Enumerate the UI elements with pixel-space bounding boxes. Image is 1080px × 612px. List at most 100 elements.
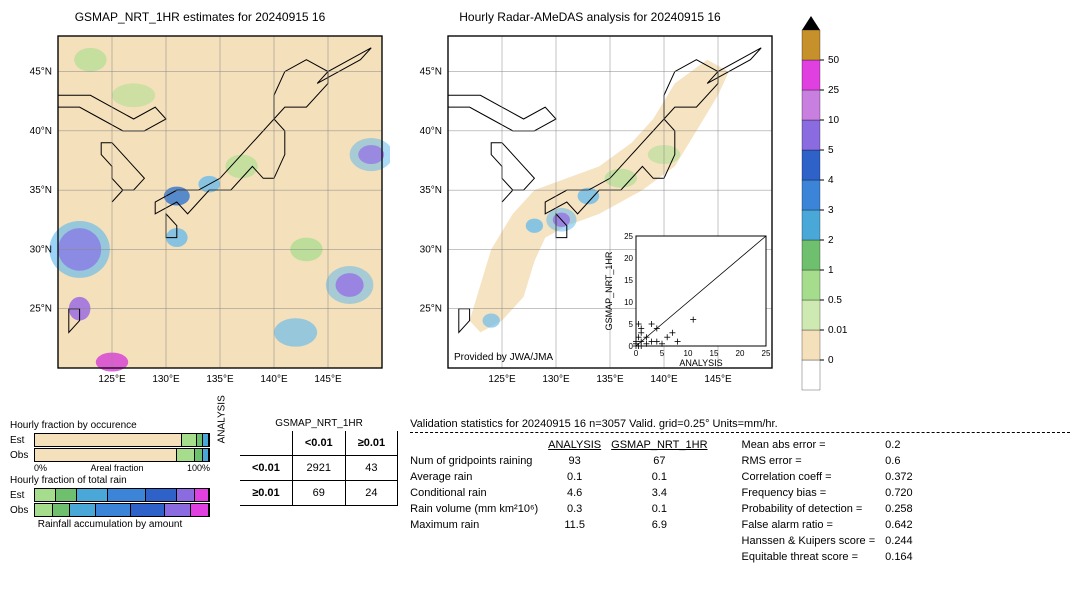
svg-text:45°N: 45°N [30, 67, 52, 78]
stats-value: 0.1 [611, 501, 717, 517]
bar [34, 488, 210, 502]
bar-segment [35, 504, 53, 516]
score-label: Hanssen & Kuipers score = [742, 533, 886, 549]
axis-100: 100% [187, 463, 210, 473]
svg-text:10: 10 [624, 298, 633, 307]
stacked-bars-panel: Hourly fraction by occurence EstObs 0% A… [10, 418, 210, 532]
contingency-panel: GSMAP_NRT_1HR ANALYSIS <0.01≥0.01<0.0129… [222, 418, 398, 506]
bar-row: Obs [10, 503, 210, 517]
stats-title: Validation statistics for 20240915 16 n=… [410, 418, 1070, 433]
bar-segment [35, 449, 177, 461]
svg-text:45°N: 45°N [420, 67, 442, 78]
ct-cell: 69 [292, 481, 345, 506]
bar-segment [35, 434, 182, 446]
bar-segment [108, 489, 146, 501]
score-value: 0.164 [885, 549, 923, 565]
axis-0: 0% [34, 463, 47, 473]
svg-text:35°N: 35°N [30, 185, 52, 196]
bar-segment [165, 504, 191, 516]
stats-value: 93 [548, 453, 611, 469]
scores-table: Mean abs error =0.2RMS error =0.6Correla… [742, 437, 923, 565]
bar-segment [56, 489, 77, 501]
svg-text:25: 25 [624, 232, 633, 241]
ct-cell: 43 [345, 456, 397, 481]
svg-text:140°E: 140°E [650, 374, 678, 385]
bar [34, 433, 210, 447]
sb-axis-1: 0% Areal fraction 100% [34, 463, 210, 473]
svg-text:0.5: 0.5 [828, 295, 842, 306]
stats-value: 0.1 [611, 469, 717, 485]
right-map-panel: Hourly Radar-AMeDAS analysis for 2024091… [400, 10, 780, 410]
svg-text:25°N: 25°N [30, 304, 52, 315]
svg-text:0: 0 [828, 355, 834, 366]
svg-text:130°E: 130°E [152, 374, 180, 385]
score-label: Equitable threat score = [742, 549, 886, 565]
stats-scores-col: Mean abs error =0.2RMS error =0.6Correla… [742, 437, 923, 565]
svg-text:3: 3 [828, 205, 834, 216]
score-value: 0.372 [885, 469, 923, 485]
svg-text:15: 15 [710, 349, 719, 358]
svg-text:2: 2 [828, 235, 834, 246]
svg-text:10: 10 [684, 349, 693, 358]
score-value: 0.258 [885, 501, 923, 517]
svg-text:135°E: 135°E [206, 374, 234, 385]
svg-text:5: 5 [828, 145, 834, 156]
score-label: RMS error = [742, 453, 886, 469]
left-map-title: GSMAP_NRT_1HR estimates for 20240915 16 [10, 10, 390, 24]
score-value: 0.2 [885, 437, 923, 453]
svg-text:125°E: 125°E [98, 374, 126, 385]
bar [34, 448, 210, 462]
bar-segment [191, 504, 209, 516]
svg-text:50: 50 [828, 55, 840, 66]
svg-text:35°N: 35°N [420, 185, 442, 196]
stats-value: 4.6 [548, 485, 611, 501]
bar [34, 503, 210, 517]
bar-row-label: Obs [10, 450, 34, 461]
svg-text:4: 4 [828, 175, 834, 186]
score-label: Frequency bias = [742, 485, 886, 501]
ct-side-label: ANALYSIS [217, 395, 228, 443]
svg-text:25: 25 [828, 85, 840, 96]
svg-text:1: 1 [828, 265, 834, 276]
bar-row: Est [10, 488, 210, 502]
axis-label: Areal fraction [90, 463, 143, 473]
colorbar: 00.010.512345102550 [798, 10, 868, 410]
bar-segment [195, 449, 203, 461]
stats-value: 6.9 [611, 517, 717, 533]
score-label: False alarm ratio = [742, 517, 886, 533]
sb-title-3: Rainfall accumulation by amount [10, 519, 210, 530]
stats-value: 0.3 [548, 501, 611, 517]
svg-text:0: 0 [634, 349, 639, 358]
svg-text:30°N: 30°N [420, 244, 442, 255]
bar-segment [35, 489, 56, 501]
contingency-table: <0.01≥0.01<0.01292143≥0.016924 [240, 431, 398, 506]
svg-text:5: 5 [660, 349, 665, 358]
bar-row: Est [10, 433, 210, 447]
svg-text:40°N: 40°N [420, 126, 442, 137]
stats-col-header: GSMAP_NRT_1HR [611, 437, 717, 453]
ct-cell: 24 [345, 481, 397, 506]
svg-text:Provided by JWA/JMA: Provided by JWA/JMA [454, 352, 553, 363]
sb-title-2: Hourly fraction of total rain [10, 475, 210, 486]
svg-text:GSMAP_NRT_1HR: GSMAP_NRT_1HR [604, 251, 614, 330]
svg-text:0.01: 0.01 [828, 325, 848, 336]
stats-value: 3.4 [611, 485, 717, 501]
bar-segment [203, 449, 209, 461]
stats-value: 67 [611, 453, 717, 469]
stats-row-label: Num of gridpoints raining [410, 453, 548, 469]
bar-segment [96, 504, 130, 516]
bar-row-label: Est [10, 435, 34, 446]
stats-table-col: ANALYSISGSMAP_NRT_1HRNum of gridpoints r… [410, 437, 717, 565]
bar-segment [131, 504, 165, 516]
bar-segment [146, 489, 177, 501]
score-label: Probability of detection = [742, 501, 886, 517]
svg-text:140°E: 140°E [260, 374, 288, 385]
bar-row: Obs [10, 448, 210, 462]
bar-segment [203, 434, 209, 446]
svg-text:25: 25 [762, 349, 771, 358]
bar-row-label: Est [10, 490, 34, 501]
stats-row-label: Average rain [410, 469, 548, 485]
stats-table: ANALYSISGSMAP_NRT_1HRNum of gridpoints r… [410, 437, 717, 533]
svg-text:145°E: 145°E [314, 374, 342, 385]
score-value: 0.642 [885, 517, 923, 533]
